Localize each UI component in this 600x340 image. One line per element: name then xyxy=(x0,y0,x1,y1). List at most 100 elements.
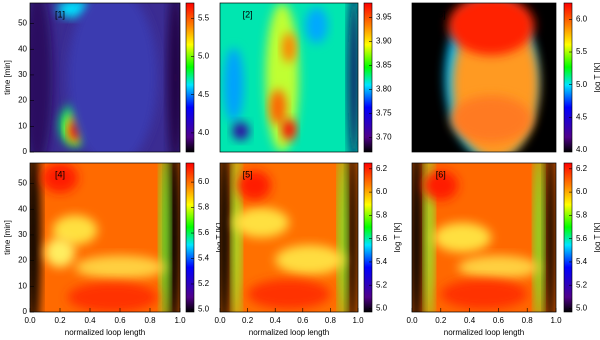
colorbar-tick-label: 5.5 xyxy=(576,47,588,56)
plot-frame xyxy=(411,162,557,313)
heatmap-feature xyxy=(269,89,287,126)
heatmap-feature xyxy=(232,163,241,312)
colorbar-tick-label: 4.5 xyxy=(198,90,210,99)
colorbar-tick-label: 6.2 xyxy=(376,164,388,173)
colorbar-label: log T [K] xyxy=(593,63,600,93)
heatmap-feature xyxy=(346,163,358,312)
x-tick-label: 0.0 xyxy=(214,316,226,325)
heatmap-feature xyxy=(166,163,180,312)
heatmap-feature xyxy=(412,163,424,312)
colorbar-tick-label: 5.0 xyxy=(376,304,388,313)
x-tick-label: 0.2 xyxy=(435,316,447,325)
heatmap xyxy=(30,3,180,152)
colorbar-tick-label: 6.0 xyxy=(376,187,388,196)
y-axis-label: time [min] xyxy=(3,60,12,95)
heatmap-feature xyxy=(52,215,98,245)
x-tick-label: 1.0 xyxy=(352,316,364,325)
colorbar xyxy=(563,162,573,313)
colorbar-tick-label: 4.0 xyxy=(198,128,210,137)
x-tick-label: 0.2 xyxy=(54,316,66,325)
heatmap-feature xyxy=(534,163,544,312)
colorbar-tick-label: 3.80 xyxy=(376,85,392,94)
x-tick-label: 1.0 xyxy=(174,316,186,325)
heatmap-feature xyxy=(42,163,78,193)
colorbar-tick-label: 6.0 xyxy=(198,177,210,186)
heatmap-feature xyxy=(30,3,53,152)
x-axis-label: normalized loop length xyxy=(65,328,146,337)
y-tick-label: 20 xyxy=(18,96,27,105)
y-tick-label: 50 xyxy=(18,19,27,28)
colorbar-tick-label: 3.75 xyxy=(376,109,392,118)
plot-frame xyxy=(29,162,181,313)
heatmap-feature xyxy=(424,163,434,312)
x-tick-label: 0.6 xyxy=(493,316,505,325)
colorbar-tick-label: 5.8 xyxy=(376,210,388,219)
y-tick-label: 30 xyxy=(18,230,27,239)
y-tick-label: 50 xyxy=(18,179,27,188)
colorbar-tick-label: 4.0 xyxy=(576,145,588,154)
heatmap-feature xyxy=(338,163,347,312)
y-tick-label: 40 xyxy=(18,44,27,53)
colorbar-label: log T [K] xyxy=(593,223,600,253)
heatmap-feature xyxy=(282,32,296,63)
colorbar-tick-label: 5.5 xyxy=(198,13,210,22)
heatmap xyxy=(412,163,556,312)
panel-label: [5] xyxy=(243,169,253,179)
y-axis-label: time [min] xyxy=(3,220,12,255)
colorbar-tick-label: 4.5 xyxy=(576,112,588,121)
heatmap-feature xyxy=(45,237,75,268)
x-tick-label: 0.8 xyxy=(325,316,337,325)
heatmap-feature xyxy=(282,119,296,141)
heatmap-feature xyxy=(440,279,528,310)
x-tick-label: 0.8 xyxy=(144,316,156,325)
heatmap-feature xyxy=(458,255,539,280)
x-axis-label: normalized loop length xyxy=(444,328,525,337)
heatmap-feature xyxy=(224,47,244,123)
colorbar-tick-label: 5.6 xyxy=(376,234,388,243)
heatmap-feature xyxy=(220,163,232,312)
x-tick-label: 0.4 xyxy=(464,316,476,325)
panel-label: [2] xyxy=(243,9,253,19)
x-tick-label: 0.2 xyxy=(242,316,254,325)
colorbar-tick-label: 5.6 xyxy=(198,228,210,237)
colorbar-tick-label: 5.4 xyxy=(576,257,588,266)
colorbar-tick-label: 5.8 xyxy=(576,210,588,219)
plot-frame xyxy=(411,2,557,153)
heatmap-feature xyxy=(275,244,345,275)
colorbar-tick-label: 5.6 xyxy=(576,234,588,243)
panel-label: [6] xyxy=(436,169,446,179)
heatmap-feature xyxy=(237,170,272,201)
heatmap-feature xyxy=(30,163,41,312)
x-tick-label: 0.6 xyxy=(297,316,309,325)
colorbar xyxy=(363,2,373,153)
plot-frame xyxy=(219,2,359,153)
heatmap-feature xyxy=(67,3,158,152)
y-tick-label: 30 xyxy=(18,70,27,79)
heatmap-feature xyxy=(423,170,459,201)
colorbar-tick-label: 3.85 xyxy=(376,61,392,70)
heatmap-feature xyxy=(544,163,556,312)
heatmap-feature xyxy=(448,3,535,56)
heatmap-feature xyxy=(450,95,532,144)
colorbar-tick-label: 5.2 xyxy=(376,280,388,289)
colorbar-tick-label: 3.90 xyxy=(376,37,392,46)
colorbar-tick-label: 5.2 xyxy=(198,279,210,288)
heatmap xyxy=(412,3,556,152)
colorbar xyxy=(363,162,373,313)
x-tick-label: 0.8 xyxy=(522,316,534,325)
colorbar-tick-label: 3.70 xyxy=(376,133,392,142)
heatmap xyxy=(220,163,358,312)
heatmap-feature xyxy=(305,7,328,44)
heatmap-feature xyxy=(160,163,170,312)
x-tick-label: 0.4 xyxy=(270,316,282,325)
heatmap-feature xyxy=(168,3,180,152)
heatmap xyxy=(220,3,358,152)
colorbar-tick-label: 6.2 xyxy=(576,164,588,173)
plot-frame xyxy=(29,2,181,153)
heatmap-feature xyxy=(232,122,249,141)
colorbar-tick-label: 5.0 xyxy=(198,52,210,61)
colorbar xyxy=(563,2,573,153)
colorbar-label: log T [K] xyxy=(215,223,224,253)
y-tick-label: 0 xyxy=(23,147,28,156)
